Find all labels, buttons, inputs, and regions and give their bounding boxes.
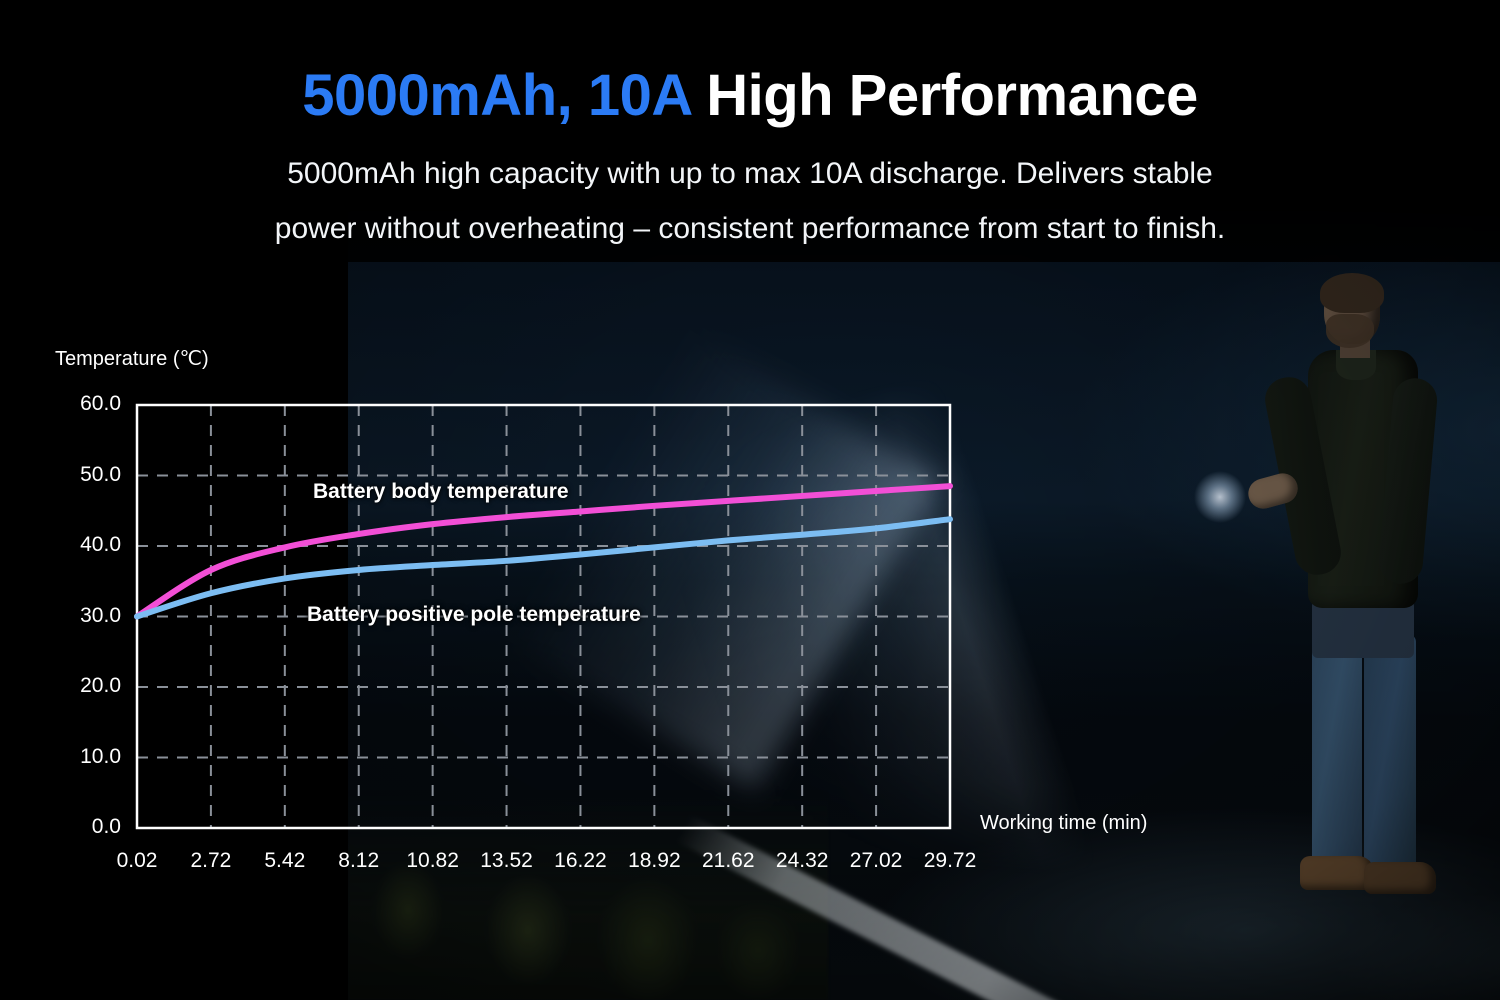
person-shoe-left <box>1300 856 1374 890</box>
subtitle-line-1: 5000mAh high capacity with up to max 10A… <box>287 157 1213 190</box>
person-silhouette <box>1244 273 1472 898</box>
person-leg-left <box>1312 634 1362 866</box>
title-accent: 5000mAh, 10A <box>302 63 691 128</box>
person-hair <box>1320 273 1384 313</box>
person-shoe-right <box>1364 862 1436 894</box>
subtitle-line-2: power without overheating – consistent p… <box>274 211 1226 245</box>
title-rest: High Performance <box>690 63 1198 128</box>
page-subtitle: 5000mAh high capacity with up to max 10A… <box>0 147 1500 256</box>
roadside-grass <box>348 790 828 1000</box>
person-leg-right <box>1364 634 1416 870</box>
header: 5000mAh, 10A High Performance 5000mAh hi… <box>0 0 1500 256</box>
page-title: 5000mAh, 10A High Performance <box>0 62 1500 129</box>
top-black-panel <box>0 0 1500 262</box>
person-beard <box>1326 314 1374 348</box>
